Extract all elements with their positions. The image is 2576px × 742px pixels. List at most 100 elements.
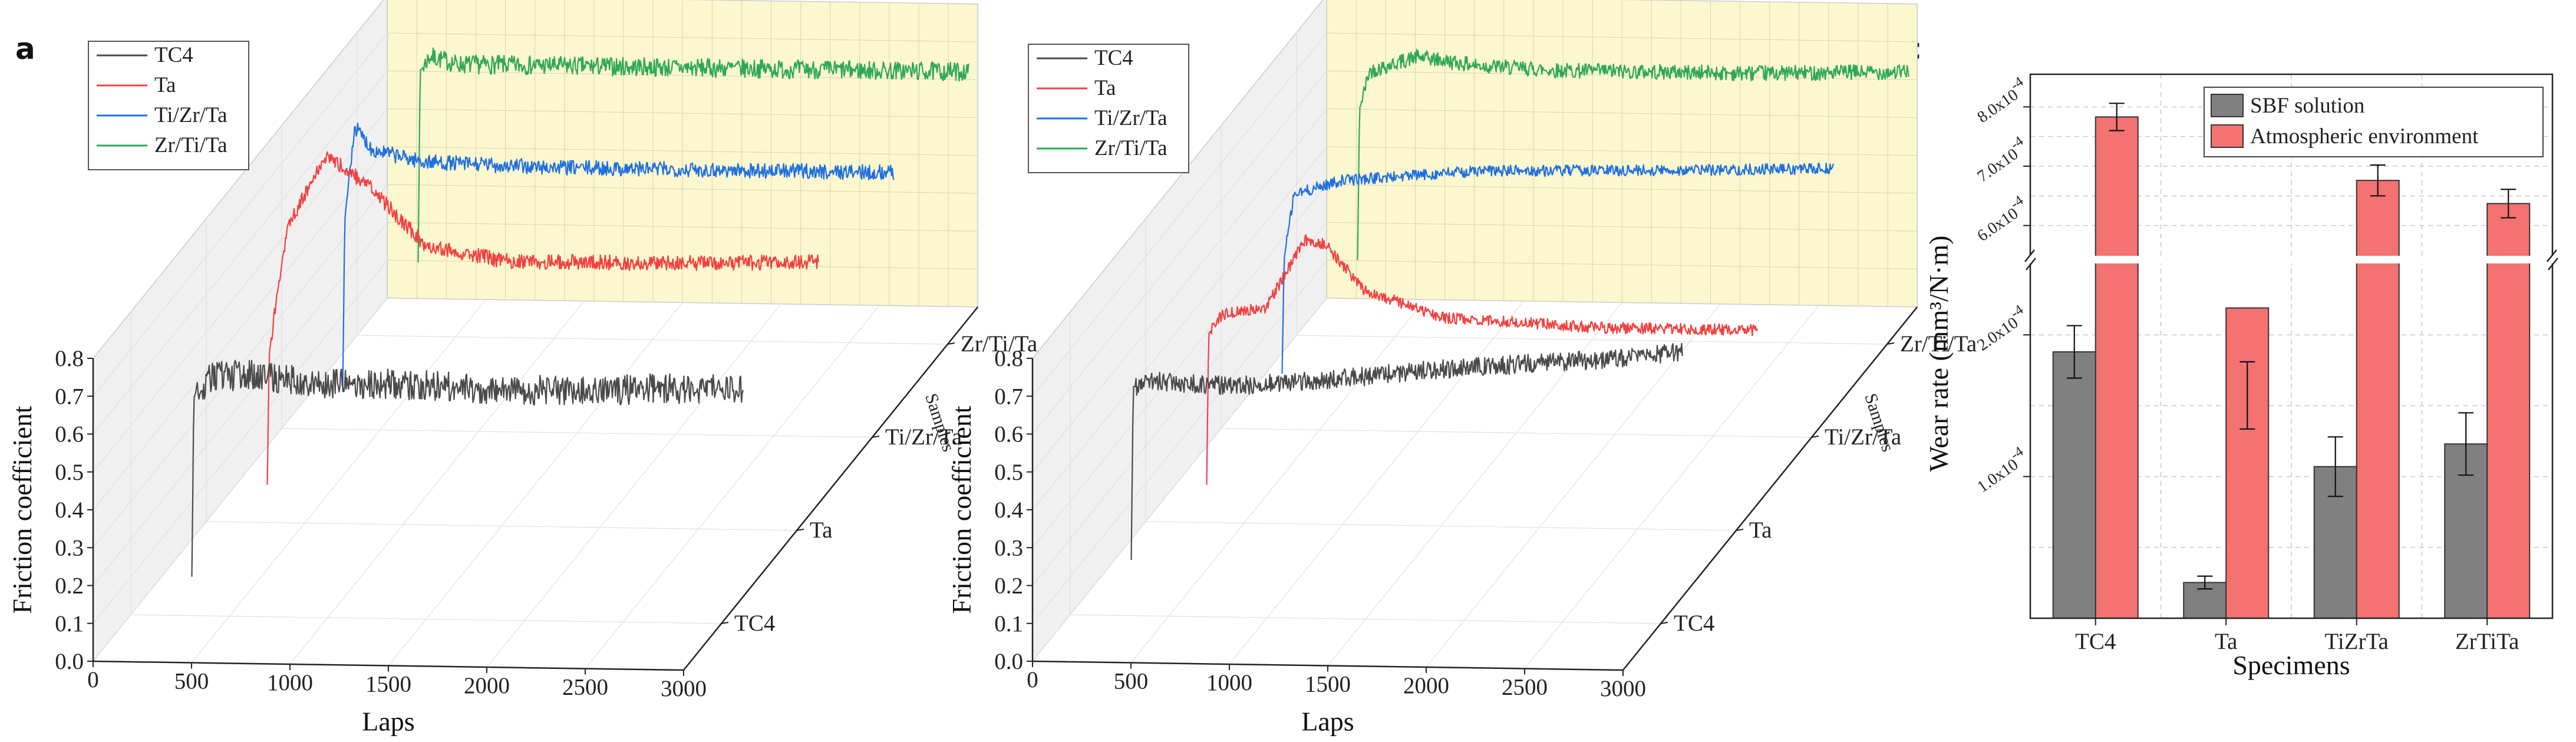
floor-grid-line	[1130, 299, 1426, 663]
plot-frame	[2029, 73, 2554, 619]
y-tick-label: 0.7	[55, 384, 84, 409]
y-tick-label: 0.4	[994, 497, 1023, 523]
z-tick-label: Ta	[810, 517, 832, 543]
legend: TC4 Ta Ti/Zr/Ta Zr/Ti/Ta	[1028, 44, 1189, 173]
floor-grid-line	[289, 301, 585, 665]
x-tick-label: 3000	[1600, 676, 1646, 701]
x-tick-label: TC4	[2075, 629, 2116, 654]
floor-grid-line	[93, 298, 388, 662]
series-line-zr-ti-ta	[417, 47, 970, 263]
panel-b-3d-friction-chart: 0.0 0.1 0.2 0.3 0.4 0.5 0.6 0.7 0.8 0 500 1000 1500 2…	[946, 0, 1977, 737]
back-grid-line	[387, 32, 978, 42]
side-grid-line	[1032, 184, 1327, 548]
floor-grid-line	[388, 302, 683, 666]
series-line-ta	[266, 151, 819, 485]
back-grid-line	[1327, 108, 1918, 118]
side-grid-line	[1032, 32, 1327, 397]
legend-label-ti-zr-ta: Ti/Zr/Ta	[154, 103, 227, 127]
legend-box	[1028, 44, 1189, 173]
series-line-tc4	[1130, 342, 1683, 560]
z-tick-mark	[1811, 436, 1819, 438]
legend-label-ta: Ta	[1094, 76, 1116, 100]
y-tick-label: 0.5	[994, 460, 1023, 485]
z-tick-mark	[947, 342, 955, 345]
z-axis-line	[683, 306, 979, 671]
legend-label-tc4: TC4	[154, 43, 193, 67]
series-line-ta	[1206, 234, 1759, 485]
floor-grid-line	[1426, 304, 1721, 668]
y-tick-label: 0.2	[994, 573, 1023, 599]
legend-label-ta: Ta	[154, 73, 176, 97]
axis-break-mark	[2547, 249, 2557, 262]
y-tick-label: 0.7	[994, 384, 1023, 409]
legend-label-zr-ti-ta: Zr/Ti/Ta	[154, 133, 227, 157]
back-grid-line	[387, 260, 978, 270]
x-axis-label: Laps	[1301, 707, 1354, 737]
panel-c-wear-rate-bar-chart: TC4 Ta TiZrTa ZrTiTa 1.0x10-4 2.0x10-4 6.0x10-…	[1924, 73, 2567, 680]
side-grid-line	[93, 70, 388, 434]
bar-sbf-solution-tc4	[2052, 351, 2096, 619]
y-tick-label: 0.6	[55, 422, 84, 447]
axis-break-mark	[2548, 258, 2558, 271]
y-tick-label: 7.0x10-4	[1971, 133, 2031, 186]
bar-atmospheric-environment-ta	[2225, 307, 2270, 619]
side-grid-line	[1032, 70, 1327, 434]
x-tick-label: 0	[87, 667, 99, 692]
z-tick-mark	[872, 436, 880, 438]
x-tick-label: ZrTiTa	[2455, 629, 2519, 654]
back-grid-line	[1327, 222, 1918, 232]
z-tick-mark	[796, 529, 804, 531]
y-tick-label: 0.2	[55, 573, 84, 599]
bar-atmospheric-environment-zrtita	[2486, 203, 2531, 619]
axis-break-band	[2016, 256, 2567, 263]
side-grid-line	[93, 260, 388, 624]
y-tick-label: 0.8	[55, 346, 84, 371]
y-tick-label: 0.0	[994, 649, 1023, 674]
x-tick-label: 1500	[365, 672, 411, 697]
side-grid-line	[1032, 108, 1327, 473]
y-tick-label: 0.3	[994, 535, 1023, 560]
side-grid-line	[93, 222, 388, 586]
floor-grid-line	[486, 304, 781, 668]
legend-box	[2204, 87, 2544, 157]
x-tick-label: 0	[1027, 667, 1038, 692]
x-tick-label: 500	[174, 669, 209, 694]
y-tick-label: 0.1	[994, 611, 1023, 637]
y-tick-label: 0.0	[55, 649, 84, 674]
legend-swatch-atmospheric-environment	[2211, 124, 2244, 148]
x-tick-label: Ta	[2215, 629, 2237, 654]
side-grid-line	[1032, 260, 1327, 624]
legend: TC4 Ta Ti/Zr/Ta Zr/Ti/Ta	[88, 41, 249, 170]
legend-box	[88, 41, 249, 170]
side-grid-line	[93, 184, 388, 548]
legend-label-sbf-solution: SBF solution	[2250, 94, 2364, 118]
x-tick-label: 2000	[464, 673, 510, 698]
x-tick-label: 1000	[1206, 670, 1252, 695]
back-grid-line	[1327, 146, 1918, 156]
panel-a-3d-friction-chart: 0.0 0.1 0.2 0.3 0.4 0.5 0.6 0.7 0.8 0 500 1000 1500 2…	[7, 0, 1037, 737]
z-tick-mark	[1736, 529, 1744, 531]
y-tick-label: 0.5	[55, 460, 84, 485]
y-tick-label: 0.8	[994, 346, 1023, 371]
side-grid-line	[93, 32, 388, 397]
z-tick-label: TC4	[1674, 611, 1714, 636]
y-tick-label: 0.3	[55, 535, 84, 560]
x-axis-label: Laps	[362, 707, 414, 737]
floor-grid-line	[1524, 305, 1819, 669]
y-tick-label: 0.6	[994, 422, 1023, 447]
back-grid-line	[387, 184, 978, 194]
floor-grid-line	[191, 299, 486, 663]
x-tick-label: 3000	[661, 676, 707, 701]
axis-break-mark	[2026, 258, 2036, 271]
bar-atmospheric-environment-tc4	[2095, 116, 2139, 619]
y-tick-label: 6.0x10-4	[1971, 193, 2031, 245]
series-line-ti-zr-ta	[1281, 163, 1834, 374]
legend-label-ti-zr-ta: Ti/Zr/Ta	[1094, 106, 1167, 130]
series-line-ti-zr-ta	[342, 123, 895, 393]
side-grid-line	[1032, 146, 1327, 510]
x-axis-label: Specimens	[2232, 650, 2350, 680]
z-tick-label: Zr/Ti/Ta	[961, 331, 1037, 357]
legend-label-atmospheric-environment: Atmospheric environment	[2250, 124, 2479, 149]
y-tick-label: 8.0x10-4	[1971, 74, 2031, 127]
back-grid-line	[387, 108, 978, 118]
